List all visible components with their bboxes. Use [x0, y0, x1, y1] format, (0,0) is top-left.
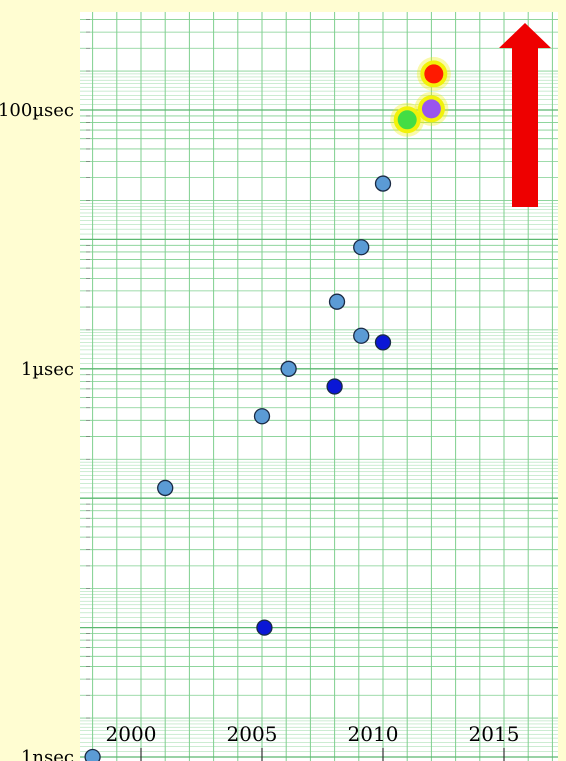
x-tick-label: 2000 [106, 722, 157, 746]
plot-background [80, 12, 558, 761]
data-points [84, 56, 451, 761]
up-arrow [499, 23, 551, 207]
y-tick-label: 100µsec [0, 100, 74, 121]
data-point [253, 408, 271, 425]
data-point [280, 360, 297, 377]
grid [80, 12, 558, 761]
x-tick-label: 2010 [348, 722, 399, 746]
data-point [353, 239, 370, 256]
y-tick-label: 1nsec [21, 747, 74, 761]
data-point [424, 64, 444, 84]
x-axis-labels: 2000 2005 2010 2015 [106, 722, 520, 761]
x-tick-label: 2005 [227, 722, 278, 746]
y-axis-labels: 1nsec 1µsec 100µsec [0, 100, 74, 761]
data-point [326, 378, 343, 395]
data-point [256, 619, 273, 636]
annotations [499, 23, 551, 207]
data-point [397, 110, 417, 130]
x-tick-label: 2015 [469, 722, 520, 746]
data-point [353, 327, 370, 344]
data-point [328, 293, 346, 310]
data-point [157, 479, 174, 497]
data-point [84, 748, 101, 761]
y-tick-label: 1µsec [21, 359, 74, 380]
data-point [374, 334, 392, 351]
data-point [374, 175, 392, 192]
data-point [421, 99, 441, 119]
